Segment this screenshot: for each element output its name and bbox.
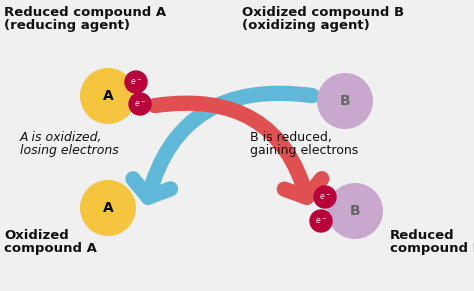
Text: A: A — [103, 89, 113, 103]
Circle shape — [317, 73, 373, 129]
Circle shape — [80, 68, 136, 124]
Text: A is oxidized,: A is oxidized, — [20, 131, 102, 144]
Text: Reduced compound A: Reduced compound A — [4, 6, 166, 19]
Circle shape — [314, 186, 336, 208]
Text: Oxidized compound B: Oxidized compound B — [242, 6, 404, 19]
Circle shape — [80, 180, 136, 236]
Text: $e^-$: $e^-$ — [315, 216, 327, 226]
Text: $e^-$: $e^-$ — [319, 192, 331, 202]
Text: B is reduced,: B is reduced, — [250, 131, 332, 144]
Circle shape — [327, 183, 383, 239]
Text: losing electrons: losing electrons — [20, 144, 119, 157]
Text: $e^-$: $e^-$ — [130, 77, 142, 87]
FancyArrowPatch shape — [155, 103, 322, 197]
Text: (oxidizing agent): (oxidizing agent) — [242, 19, 370, 32]
Text: gaining electrons: gaining electrons — [250, 144, 358, 157]
Text: compound B: compound B — [390, 242, 474, 255]
Text: (reducing agent): (reducing agent) — [4, 19, 130, 32]
Text: B: B — [350, 204, 360, 218]
Text: B: B — [340, 94, 350, 108]
Text: Reduced: Reduced — [390, 229, 455, 242]
Circle shape — [310, 210, 332, 232]
Circle shape — [125, 71, 147, 93]
Text: A: A — [103, 201, 113, 215]
Text: Oxidized: Oxidized — [4, 229, 69, 242]
Text: $e^-$: $e^-$ — [134, 99, 146, 109]
Text: compound A: compound A — [4, 242, 97, 255]
Circle shape — [129, 93, 151, 115]
FancyArrowPatch shape — [133, 93, 312, 197]
